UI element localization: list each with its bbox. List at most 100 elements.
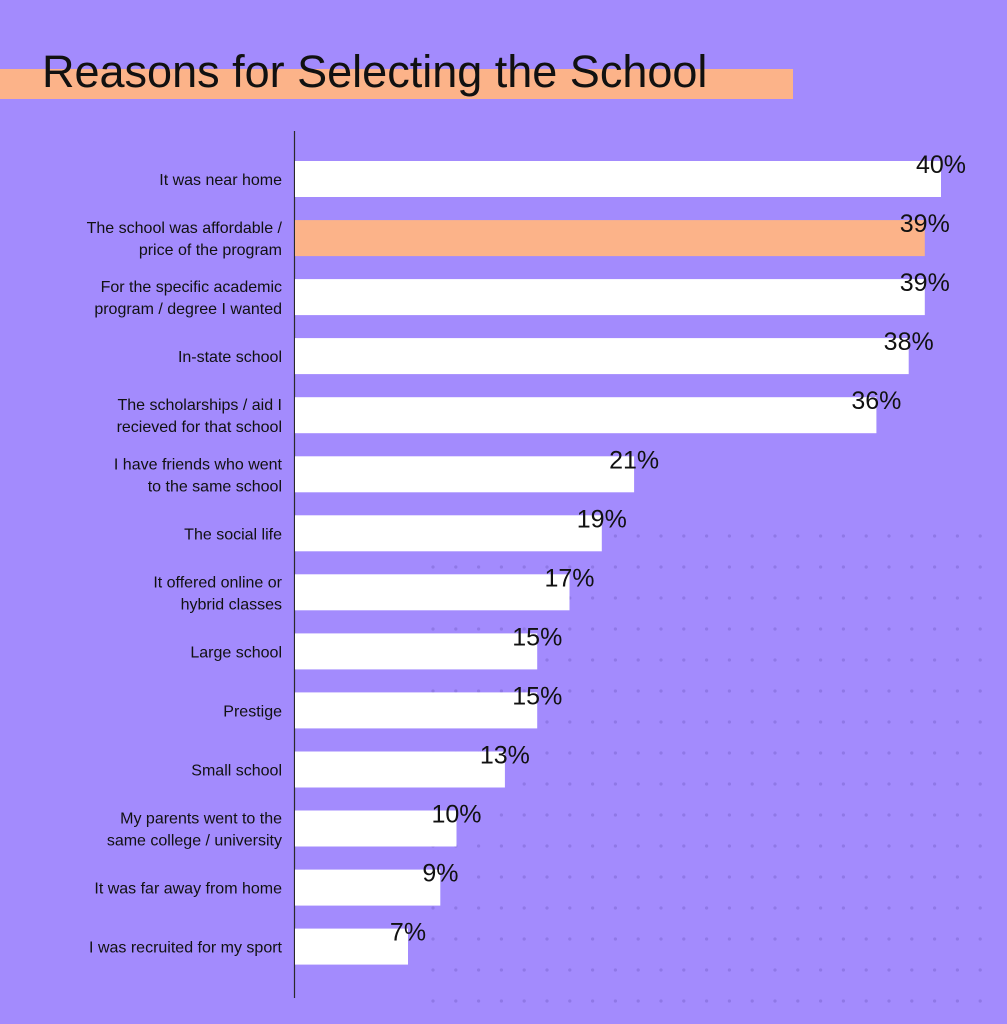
decorative-dot <box>659 844 663 848</box>
decorative-dot <box>910 720 914 724</box>
decorative-dot <box>773 875 777 879</box>
decorative-dot <box>613 596 618 600</box>
category-label: I have friends who went <box>114 456 283 473</box>
decorative-dot <box>682 906 686 910</box>
decorative-dot <box>568 844 572 848</box>
decorative-dot <box>613 658 618 662</box>
decorative-dot <box>591 751 595 755</box>
decorative-dot <box>910 751 914 755</box>
decorative-dot <box>682 999 686 1003</box>
decorative-dot <box>978 875 982 879</box>
decorative-dot <box>841 875 846 879</box>
decorative-dot <box>819 968 823 972</box>
decorative-dot <box>796 565 800 569</box>
decorative-dot <box>591 627 595 631</box>
decorative-dot <box>864 751 868 755</box>
decorative-dot <box>454 937 458 941</box>
decorative-dot <box>841 658 846 662</box>
decorative-dot <box>978 565 982 569</box>
decorative-dot <box>841 565 846 569</box>
decorative-dot <box>454 627 458 631</box>
value-label: 40% <box>916 151 966 179</box>
bar <box>295 338 909 375</box>
title-highlight-band <box>0 69 793 99</box>
bar <box>295 279 925 316</box>
decorative-dot <box>659 875 663 879</box>
decorative-dot <box>819 782 823 786</box>
decorative-dot <box>499 813 503 817</box>
chart-title: Reasons for Selecting the School <box>42 46 708 97</box>
decorative-dot <box>796 534 800 538</box>
decorative-dot <box>613 720 618 724</box>
decorative-dot <box>887 782 891 786</box>
decorative-dot <box>955 627 960 631</box>
decorative-dot <box>636 813 640 817</box>
decorative-dot <box>659 782 663 786</box>
decorative-dot <box>568 658 572 662</box>
decorative-dot <box>636 596 640 600</box>
bar <box>295 397 877 434</box>
category-label: Prestige <box>223 703 282 720</box>
decorative-dot <box>727 875 732 879</box>
decorative-dot <box>819 844 823 848</box>
decorative-dot <box>499 689 503 693</box>
decorative-dot <box>682 565 686 569</box>
decorative-dot <box>773 844 777 848</box>
decorative-dot <box>636 720 640 724</box>
decorative-dot <box>727 782 732 786</box>
decorative-dot <box>659 565 663 569</box>
decorative-dot <box>591 937 595 941</box>
decorative-dot <box>659 534 663 538</box>
decorative-dot <box>545 813 549 817</box>
decorative-dot <box>887 875 891 879</box>
decorative-dot <box>933 720 937 724</box>
decorative-dot <box>910 844 914 848</box>
decorative-dot <box>659 813 663 817</box>
decorative-dot <box>705 596 709 600</box>
decorative-dot <box>454 968 458 972</box>
decorative-dot <box>773 627 777 631</box>
decorative-dot <box>933 813 937 817</box>
decorative-dot <box>727 844 732 848</box>
category-label: I was recruited for my sport <box>89 940 283 957</box>
decorative-dot <box>978 968 982 972</box>
decorative-dot <box>522 689 526 693</box>
decorative-dot <box>636 844 640 848</box>
decorative-dot <box>705 627 709 631</box>
decorative-dot <box>864 596 868 600</box>
value-label: 13% <box>480 742 530 770</box>
decorative-dot <box>773 720 777 724</box>
decorative-dot <box>841 844 846 848</box>
decorative-dot <box>454 999 458 1003</box>
decorative-dot <box>568 782 572 786</box>
value-label: 19% <box>577 505 627 533</box>
decorative-dot <box>705 937 709 941</box>
decorative-dot <box>499 937 503 941</box>
value-label: 38% <box>884 328 934 356</box>
bar <box>295 220 925 257</box>
value-label: 7% <box>390 919 426 947</box>
decorative-dot <box>477 937 481 941</box>
decorative-dot <box>591 689 595 693</box>
decorative-dot <box>955 658 960 662</box>
decorative-dot <box>796 937 800 941</box>
decorative-dot <box>933 906 937 910</box>
value-label: 39% <box>900 210 950 238</box>
decorative-dot <box>773 596 777 600</box>
decorative-dot <box>955 813 960 817</box>
decorative-dot <box>750 565 754 569</box>
decorative-dot <box>499 999 503 1003</box>
bar <box>295 161 941 197</box>
category-label: In-state school <box>178 349 282 366</box>
value-label: 36% <box>851 387 901 415</box>
decorative-dot <box>522 844 526 848</box>
decorative-dot <box>910 937 914 941</box>
decorative-dot <box>955 751 960 755</box>
decorative-dot <box>750 658 754 662</box>
bar <box>295 869 441 906</box>
value-label: 21% <box>609 446 659 474</box>
decorative-dot <box>841 596 846 600</box>
decorative-dot <box>431 968 435 972</box>
decorative-dot <box>522 751 526 755</box>
decorative-dot <box>796 751 800 755</box>
